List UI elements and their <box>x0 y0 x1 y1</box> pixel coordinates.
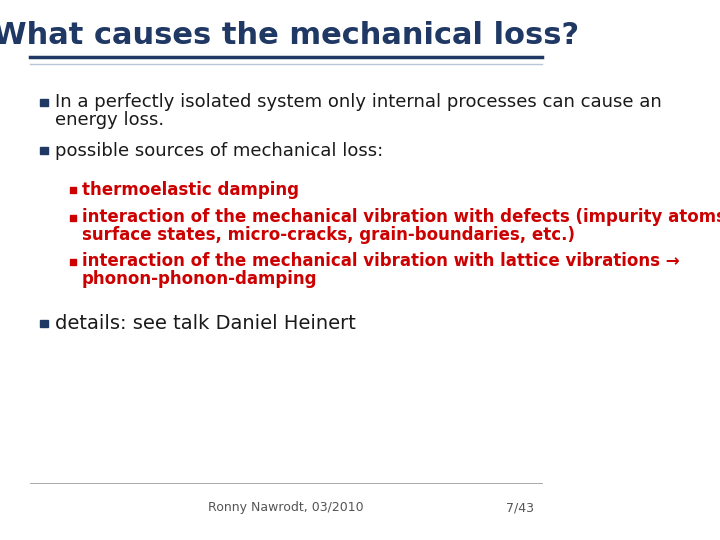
FancyBboxPatch shape <box>70 186 76 192</box>
Text: In a perfectly isolated system only internal processes can cause an: In a perfectly isolated system only inte… <box>55 92 662 111</box>
Text: phonon-phonon-damping: phonon-phonon-damping <box>82 270 318 288</box>
Text: What causes the mechanical loss?: What causes the mechanical loss? <box>0 21 579 50</box>
FancyBboxPatch shape <box>70 259 76 265</box>
Text: energy loss.: energy loss. <box>55 111 164 129</box>
Text: possible sources of mechanical loss:: possible sources of mechanical loss: <box>55 141 383 160</box>
FancyBboxPatch shape <box>40 99 48 106</box>
Text: surface states, micro-cracks, grain-boundaries, etc.): surface states, micro-cracks, grain-boun… <box>82 226 575 244</box>
FancyBboxPatch shape <box>70 214 76 220</box>
FancyBboxPatch shape <box>40 147 48 154</box>
Text: 7/43: 7/43 <box>506 501 534 514</box>
Text: interaction of the mechanical vibration with defects (impurity atoms,: interaction of the mechanical vibration … <box>82 207 720 226</box>
FancyBboxPatch shape <box>40 320 48 327</box>
Text: details: see talk Daniel Heinert: details: see talk Daniel Heinert <box>55 314 356 333</box>
Text: thermoelastic damping: thermoelastic damping <box>82 180 299 199</box>
Text: interaction of the mechanical vibration with lattice vibrations →: interaction of the mechanical vibration … <box>82 252 680 270</box>
Text: Ronny Nawrodt, 03/2010: Ronny Nawrodt, 03/2010 <box>208 501 364 514</box>
